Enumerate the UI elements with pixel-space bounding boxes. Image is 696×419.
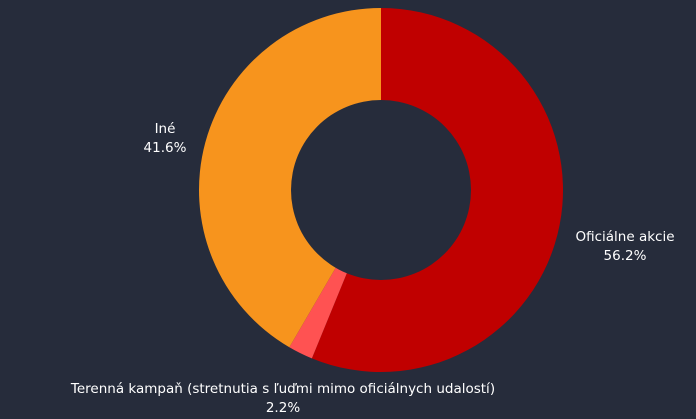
slice-label-terenna-kampan-value: 2.2% — [265, 400, 301, 416]
slice-label-oficialne-akcie: Oficiálne akcie 56.2% — [560, 228, 690, 266]
slice-label-ine-value: 41.6% — [143, 140, 187, 156]
slice-label-terenna-kampan-name: Terenná kampaň (stretnutia s ľuďmi mimo … — [70, 381, 496, 397]
slice-label-terenna-kampan: Terenná kampaň (stretnutia s ľuďmi mimo … — [0, 380, 566, 418]
slice-label-ine: Iné 41.6% — [120, 120, 210, 158]
slice-label-ine-name: Iné — [154, 121, 176, 137]
donut-hole — [291, 100, 471, 280]
slice-label-oficialne-akcie-value: 56.2% — [603, 248, 647, 264]
slice-label-oficialne-akcie-name: Oficiálne akcie — [575, 229, 675, 245]
